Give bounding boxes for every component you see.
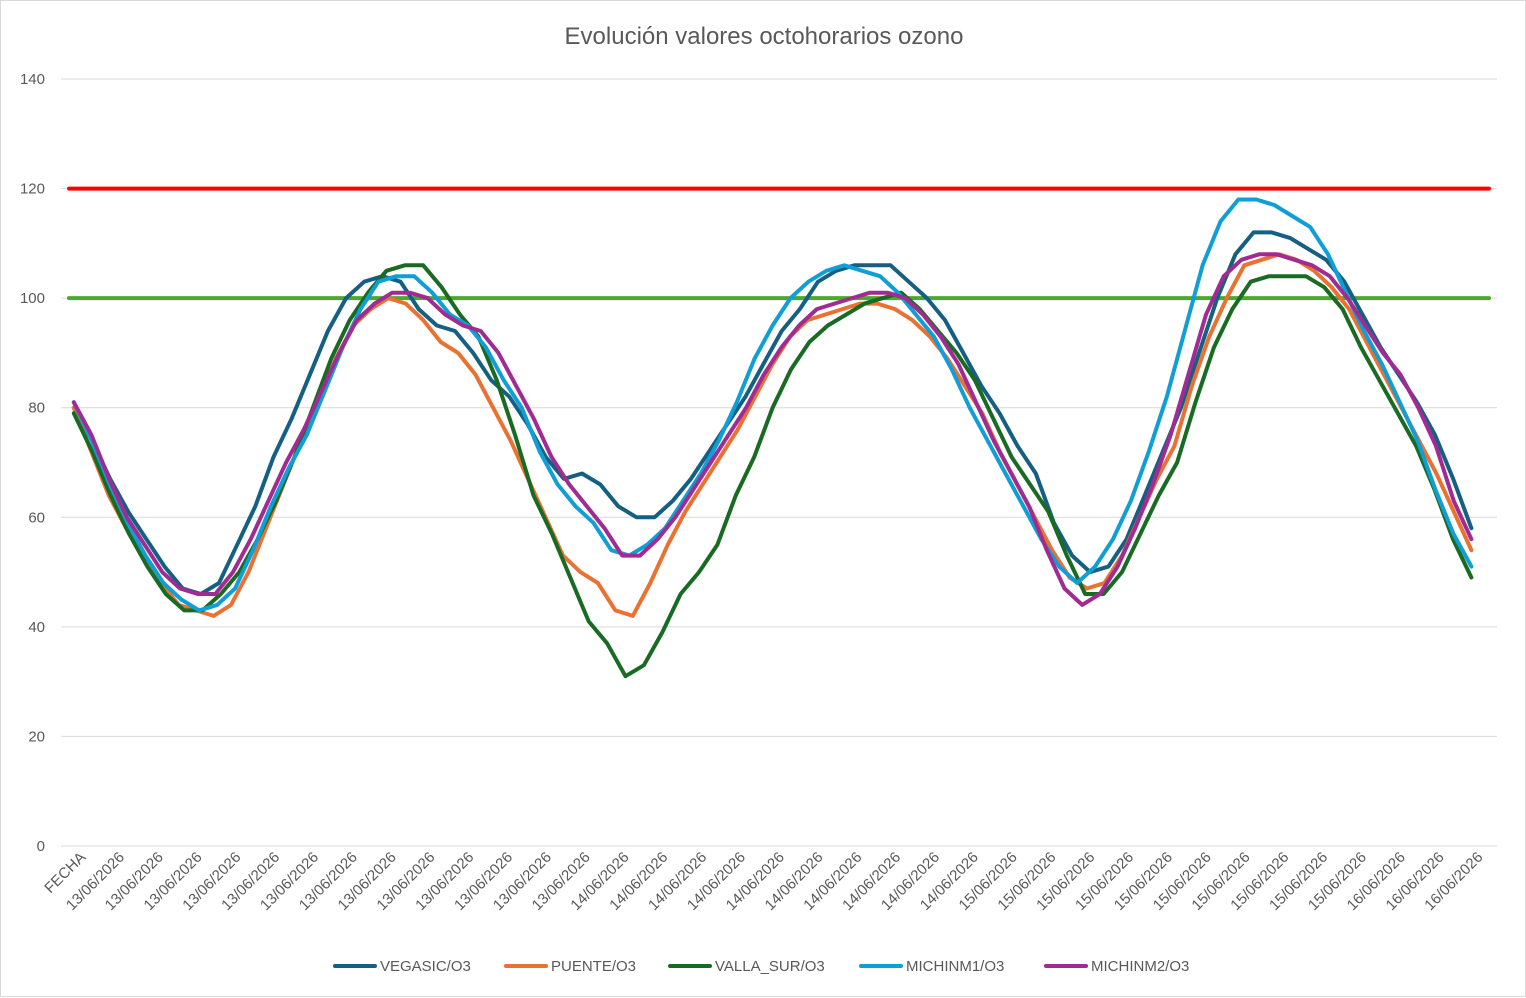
legend-label: VALLA_SUR/O3 — [715, 958, 825, 975]
legend: VEGASIC/O3 PUENTE/O3 VALLA_SUR/O3 MICHINM1/… — [333, 958, 1189, 975]
y-tick-label: 140 — [20, 71, 45, 88]
series-line — [71, 230, 1474, 596]
y-axis-ticks: 0 20 40 60 80 100 120 140 — [20, 71, 45, 855]
y-tick-label: 120 — [20, 181, 45, 198]
series-line — [71, 197, 1474, 613]
reference-lines — [67, 186, 1491, 301]
legend-label: MICHINM2/O3 — [1091, 958, 1189, 975]
y-tick-label: 40 — [28, 619, 45, 636]
legend-label: MICHINM1/O3 — [906, 958, 1004, 975]
y-tick-label: 100 — [20, 290, 45, 307]
y-tick-label: 80 — [28, 400, 45, 417]
legend-label: PUENTE/O3 — [551, 958, 636, 975]
legend-label: VEGASIC/O3 — [380, 958, 471, 975]
x-axis-ticks: FECHA13/06/202613/06/202613/06/202613/06… — [41, 849, 1486, 914]
gridlines — [61, 78, 1497, 847]
y-tick-label: 20 — [28, 728, 45, 745]
chart-title: Evolución valores octohorarios ozono — [565, 23, 964, 50]
series-lines — [71, 197, 1474, 679]
series-line — [71, 252, 1474, 607]
y-tick-label: 60 — [28, 509, 45, 526]
y-tick-label: 0 — [37, 838, 45, 855]
